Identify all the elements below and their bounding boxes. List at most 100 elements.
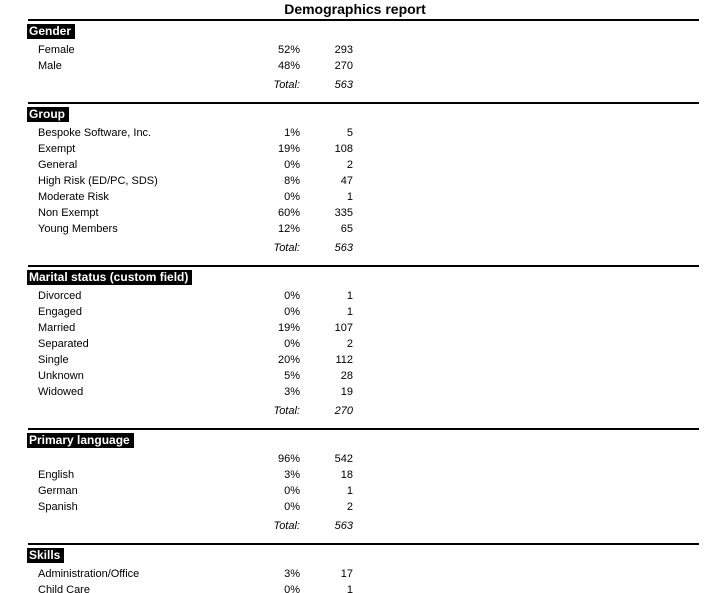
section-rows: Divorced 0% 1 Engaged 0% 1 Married 19% 1… [0, 288, 710, 400]
row-count: 5 [346, 127, 353, 139]
report-title: Demographics report [284, 1, 426, 17]
section-rows: 96% 542 English 3% 18 German 0% 1 Spanis… [0, 451, 710, 515]
total-spacer [38, 240, 210, 256]
row-percent: 0% [284, 501, 300, 513]
section-heading-row: Marital status (custom field) [27, 269, 710, 285]
table-row: English 3% 18 [38, 467, 710, 483]
row-count: 19 [340, 386, 353, 398]
table-row: Married 19% 107 [38, 320, 710, 336]
table-row: High Risk (ED/PC, SDS) 8% 47 [38, 173, 710, 189]
row-label: German [38, 485, 78, 497]
row-count: 2 [346, 501, 353, 513]
row-percent: 3% [284, 568, 300, 580]
row-label [38, 451, 210, 467]
table-row: Exempt 19% 108 [38, 141, 710, 157]
row-label: Unknown [38, 370, 84, 382]
row-label: Exempt [38, 143, 76, 155]
row-count: 1 [346, 485, 353, 497]
row-label: Male [38, 60, 62, 72]
row-count: 112 [335, 354, 353, 366]
row-count: 1 [346, 584, 353, 593]
row-count: 17 [340, 568, 353, 580]
table-row: General 0% 2 [38, 157, 710, 173]
total-row: Total: 563 [38, 240, 710, 256]
total-value: 270 [334, 405, 353, 417]
row-percent: 52% [277, 44, 300, 56]
table-row: Moderate Risk 0% 1 [38, 189, 710, 205]
total-row: Total: 563 [38, 77, 710, 93]
row-count: 2 [346, 159, 353, 171]
report-section: Skills Administration/Office 3% 17 Child… [0, 543, 710, 593]
total-row: Total: 563 [38, 518, 710, 534]
row-label: Married [38, 322, 76, 334]
row-percent: 19% [277, 143, 300, 155]
report-sections: Gender Female 52% 293 Male 48% 270 Total… [0, 19, 710, 593]
row-count: 1 [346, 290, 353, 302]
row-label: Administration/Office [38, 568, 140, 580]
section-rows: Female 52% 293 Male 48% 270 [0, 42, 710, 74]
report-section: Group Bespoke Software, Inc. 1% 5 Exempt… [0, 102, 710, 256]
row-label: Divorced [38, 290, 82, 302]
row-count: 28 [340, 370, 353, 382]
table-row: Engaged 0% 1 [38, 304, 710, 320]
section-heading: Gender [27, 24, 76, 39]
row-label: Female [38, 44, 75, 56]
section-divider-line [28, 428, 699, 430]
total-row: Total: 270 [38, 403, 710, 419]
row-percent: 0% [284, 159, 300, 171]
row-percent: 20% [277, 354, 300, 366]
row-percent: 8% [284, 175, 300, 187]
row-percent: 1% [284, 127, 300, 139]
row-percent: 3% [284, 469, 300, 481]
total-spacer [38, 77, 210, 93]
row-percent: 0% [284, 485, 300, 497]
table-row: Single 20% 112 [38, 352, 710, 368]
total-spacer [38, 518, 210, 534]
row-label: Child Care [38, 584, 90, 593]
report-section: Marital status (custom field) Divorced 0… [0, 265, 710, 419]
row-percent: 0% [284, 191, 300, 203]
row-label: English [38, 469, 75, 481]
total-value: 563 [334, 79, 353, 91]
section-heading-row: Skills [27, 547, 710, 563]
total-value: 563 [334, 242, 353, 254]
row-percent: 19% [277, 322, 300, 334]
table-row: Divorced 0% 1 [38, 288, 710, 304]
row-label: General [38, 159, 78, 171]
row-percent: 3% [284, 386, 300, 398]
report-section: Primary language 96% 542 English 3% 18 G… [0, 428, 710, 534]
row-count: 47 [340, 175, 353, 187]
total-label: Total: [273, 79, 300, 91]
row-percent: 0% [284, 306, 300, 318]
table-row: Child Care 0% 1 [38, 582, 710, 593]
row-percent: 0% [284, 338, 300, 350]
section-divider-line [28, 265, 699, 267]
row-count: 270 [334, 60, 353, 72]
row-label: Spanish [38, 501, 78, 513]
table-row: Administration/Office 3% 17 [38, 566, 710, 582]
row-count: 107 [334, 322, 353, 334]
table-row: Bespoke Software, Inc. 1% 5 [38, 125, 710, 141]
row-label: Young Members [38, 223, 118, 235]
row-percent: 96% [277, 453, 300, 465]
row-count: 18 [340, 469, 353, 481]
report-section: Gender Female 52% 293 Male 48% 270 Total… [0, 19, 710, 93]
row-label: Engaged [38, 306, 83, 318]
total-spacer [38, 403, 210, 419]
row-count: 293 [334, 44, 353, 56]
section-divider-line [28, 19, 699, 21]
row-percent: 5% [284, 370, 300, 382]
row-count: 108 [334, 143, 353, 155]
total-label: Total: [273, 242, 300, 254]
row-count: 335 [334, 207, 353, 219]
section-heading: Skills [27, 548, 65, 563]
table-row: Unknown 5% 28 [38, 368, 710, 384]
section-heading: Primary language [27, 433, 134, 448]
section-heading: Marital status (custom field) [27, 270, 193, 285]
row-percent: 0% [284, 290, 300, 302]
row-label: Non Exempt [38, 207, 99, 219]
table-row: Female 52% 293 [38, 42, 710, 58]
row-percent: 60% [277, 207, 300, 219]
table-row: Male 48% 270 [38, 58, 710, 74]
